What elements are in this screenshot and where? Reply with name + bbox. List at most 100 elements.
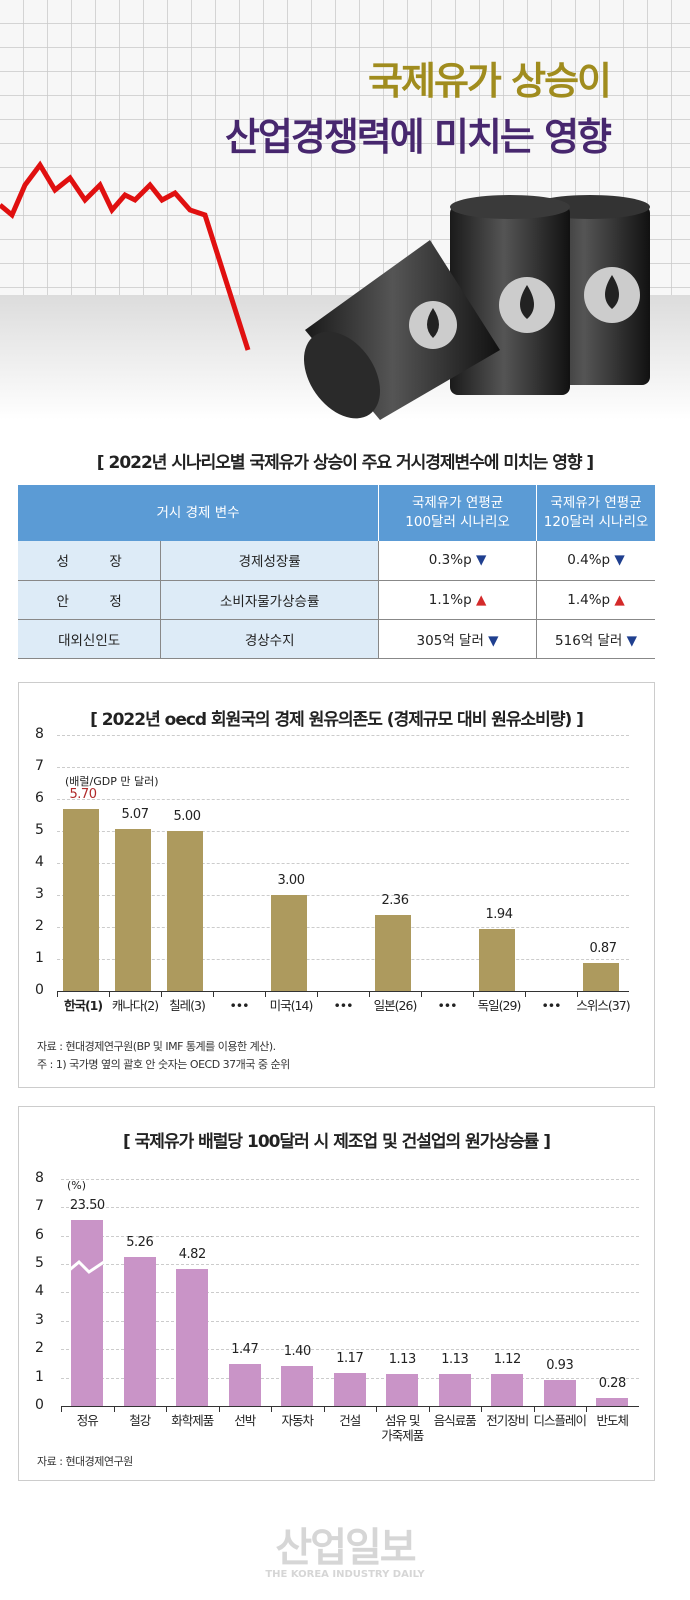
- bar-value-label: 1.40: [283, 1344, 311, 1360]
- bar: [123, 1256, 156, 1406]
- x-category-label: 스위스(37): [576, 998, 630, 1013]
- bar: [281, 1366, 314, 1406]
- bar-value-label: 2.36: [381, 893, 409, 909]
- x-tick: [473, 991, 474, 997]
- bar: [167, 831, 203, 991]
- bar: [543, 1379, 576, 1406]
- bar: [491, 1374, 524, 1406]
- x-category-label: 건설: [339, 1413, 361, 1428]
- bar: [271, 895, 307, 991]
- value: 0.3%p: [428, 552, 472, 569]
- table-title: [ 2022년 시나리오별 국제유가 상승이 주요 거시경제변수에 미치는 영향…: [96, 453, 594, 473]
- header-120-scenario: 국제유가 연평균 120달러 시나리오: [536, 485, 655, 541]
- oil-dependency-chart: [ 2022년 oecd 회원국의 경제 원유의존도 (경제규모 대비 원유소비…: [18, 682, 655, 1088]
- x-tick: [317, 991, 318, 997]
- value-cell: 1.4%p ▲: [536, 580, 655, 620]
- bar-value-label: 1.47: [231, 1342, 259, 1358]
- bar-value-label: 0.28: [598, 1376, 626, 1392]
- header-line: 국제유가 연평균: [550, 495, 642, 512]
- barrel-icon: [303, 240, 500, 420]
- y-tick-label: 0: [35, 1397, 44, 1413]
- bar: [386, 1373, 419, 1406]
- chart-title: [ 2022년 oecd 회원국의 경제 원유의존도 (경제규모 대비 원유소비…: [90, 710, 584, 730]
- gridline: [61, 1264, 639, 1265]
- bar-value-label: 5.26: [126, 1234, 154, 1250]
- gridline: [57, 959, 629, 960]
- y-axis-unit: (배럴/GDP 만 달러): [65, 775, 159, 788]
- x-category-label: 디스플레이: [533, 1413, 587, 1428]
- x-category-label: 철강: [129, 1413, 151, 1428]
- source-note: 자료 : 현대경제연구원(BP 및 IMF 통계를 이용한 계산).: [37, 1040, 276, 1053]
- source-note: 자료 : 현대경제연구원: [37, 1455, 133, 1468]
- bar: [375, 915, 411, 991]
- x-tick: [109, 991, 110, 997]
- variable-cell: 소비자물가상승률: [160, 580, 380, 620]
- category-cell: 안 정: [18, 580, 162, 620]
- header-macro-variable: 거시 경제 변수: [18, 485, 380, 541]
- x-category-label: 칠레(3): [169, 998, 206, 1013]
- bar-value-label: 23.50: [69, 1197, 105, 1213]
- x-tick: [213, 991, 214, 997]
- up-arrow-icon: ▲: [614, 591, 625, 608]
- x-tick: [218, 1406, 220, 1412]
- macro-impact-table: 거시 경제 변수 국제유가 연평균 100달러 시나리오 국제유가 연평균 120달…: [18, 485, 655, 659]
- table-row: 성 장 경제성장률 0.3%p ▼ 0.4%p ▼: [18, 541, 655, 581]
- x-category-label: 전기장비: [486, 1413, 529, 1428]
- y-tick-label: 7: [35, 758, 44, 774]
- source-note: 주 : 1) 국가명 옆의 괄호 안 숫자는 OECD 37개국 중 순위: [37, 1058, 290, 1071]
- gridline: [61, 1292, 639, 1294]
- bar-value-label: 1.12: [493, 1352, 521, 1368]
- x-category-label: 반도체: [596, 1413, 629, 1428]
- x-tick: [421, 991, 422, 997]
- bar-value-label: 5.00: [173, 809, 201, 824]
- gridline: [61, 1320, 639, 1322]
- y-tick-label: 6: [35, 790, 44, 806]
- logo-subtext: THE KOREA INDUSTRY DAILY: [265, 1569, 425, 1580]
- value-cell: 516억 달러 ▼: [536, 619, 655, 659]
- x-tick: [166, 1406, 167, 1412]
- gridline: [57, 735, 629, 736]
- category-cell: 대외신인도: [18, 619, 162, 659]
- x-category-label: 섬유 및 가죽제품: [381, 1413, 424, 1443]
- main-title-line1: 국제유가 상승이: [368, 59, 612, 103]
- x-tick: [533, 1406, 535, 1412]
- gridline: [57, 767, 629, 768]
- bar-value-label: 5.70: [69, 786, 97, 802]
- gridline: [57, 895, 629, 896]
- bar: [115, 828, 151, 991]
- down-arrow-icon: ▼: [614, 552, 625, 569]
- y-tick-label: 4: [35, 854, 44, 870]
- bar: [583, 963, 619, 991]
- bar: [176, 1269, 209, 1406]
- bar: [596, 1398, 629, 1406]
- y-tick-label: 4: [35, 1283, 44, 1300]
- x-category-label: 음식료품: [433, 1413, 477, 1428]
- y-tick-label: 2: [35, 1340, 44, 1357]
- bar: [438, 1373, 471, 1406]
- variable-cell: 경제성장률: [160, 541, 380, 581]
- up-arrow-icon: ▲: [475, 591, 487, 608]
- x-category-label: 일본(26): [373, 998, 418, 1013]
- header-100-scenario: 국제유가 연평균 100달러 시나리오: [378, 485, 538, 541]
- y-tick-label: 0: [35, 982, 44, 998]
- bar: [479, 928, 515, 991]
- x-category-label: •••: [333, 998, 353, 1013]
- gridline: [61, 1207, 639, 1209]
- gridline: [61, 1349, 639, 1351]
- down-arrow-icon: ▼: [488, 632, 499, 649]
- x-tick: [369, 991, 370, 997]
- y-tick-label: 3: [35, 1311, 44, 1328]
- x-tick: [586, 1406, 587, 1412]
- value: 1.4%p: [567, 591, 611, 608]
- x-tick: [161, 991, 162, 997]
- x-category-label: 캐나다(2): [111, 998, 159, 1013]
- oil-barrels-illustration: [0, 0, 690, 420]
- bar-value-label: 3.00: [277, 873, 305, 888]
- x-axis: [61, 1406, 639, 1407]
- x-category-label: •••: [229, 998, 249, 1013]
- x-category-label: 화학제품: [171, 1413, 214, 1428]
- bar-value-label: 0.93: [546, 1357, 574, 1373]
- down-arrow-icon: ▼: [626, 632, 638, 649]
- main-title-line2: 산업경쟁력에 미치는 영향: [224, 115, 612, 159]
- category-cell: 성 장: [18, 541, 162, 581]
